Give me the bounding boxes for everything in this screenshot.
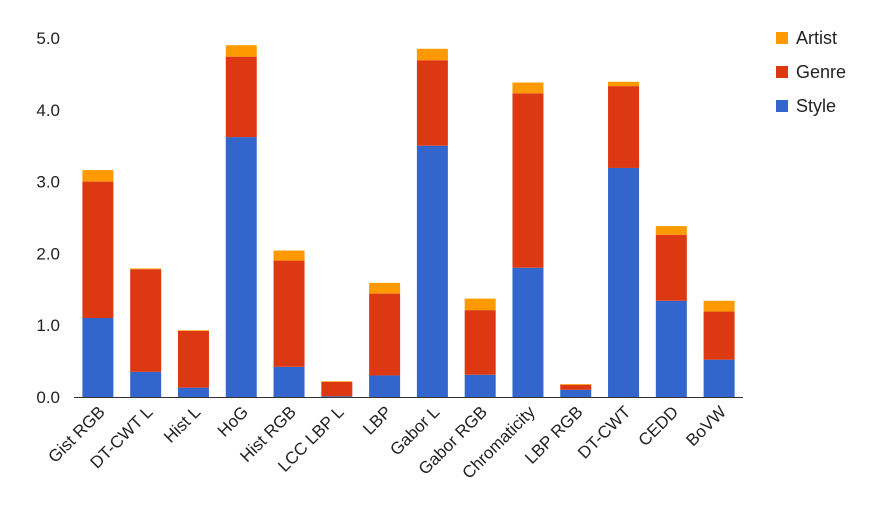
bar-segment-style — [321, 396, 353, 397]
bar-segment-style — [225, 137, 257, 397]
bar-segment-genre — [321, 381, 353, 397]
bar-segment-genre — [703, 311, 735, 360]
bar-segment-style — [416, 145, 448, 397]
bar-segment-genre — [608, 86, 640, 168]
bar-segment-style — [82, 318, 114, 397]
bar-segment-genre — [655, 234, 687, 301]
bar-segment-artist — [703, 300, 735, 312]
x-tick-label: BoVW — [682, 402, 730, 450]
bar-segment-genre — [273, 260, 305, 367]
y-tick-label: 3.0 — [36, 173, 60, 192]
bar-segment-artist — [82, 170, 114, 182]
bar-segment-style — [369, 375, 401, 397]
bar-segment-genre — [130, 269, 162, 372]
bar-segment-artist — [560, 384, 592, 385]
bar-segment-genre — [225, 56, 257, 138]
bar-segment-style — [273, 366, 305, 397]
bar-segment-style — [464, 374, 496, 397]
bar-segment-artist — [130, 268, 162, 270]
y-tick-label: 2.0 — [36, 244, 60, 263]
bar-segment-style — [703, 359, 735, 397]
bar-segment-genre — [177, 330, 209, 388]
x-tick-label: HoG — [214, 402, 252, 440]
bar-segment-artist — [273, 250, 305, 261]
bar-segment-style — [177, 387, 209, 397]
bar-segment-genre — [82, 181, 114, 319]
bar-segment-artist — [464, 298, 496, 311]
bar-segment-genre — [369, 293, 401, 376]
bar-segment-artist — [321, 381, 353, 382]
bar-segment-artist — [369, 282, 401, 294]
bar-segment-style — [608, 167, 640, 397]
bar-segment-style — [560, 389, 592, 397]
legend-label-style: Style — [796, 96, 836, 116]
legend: Artist Genre Style — [776, 28, 846, 116]
x-tick-label: Hist L — [160, 402, 204, 446]
bar-segment-genre — [416, 60, 448, 146]
y-tick-label: 4.0 — [36, 101, 60, 120]
y-axis-ticks: 0.0 1.0 2.0 3.0 4.0 5.0 — [36, 29, 60, 407]
y-tick-label: 0.0 — [36, 388, 60, 407]
x-tick-label: DT-CWT — [574, 402, 634, 462]
legend-swatch-artist — [776, 32, 788, 44]
y-tick-label: 5.0 — [36, 29, 60, 48]
bars — [82, 45, 735, 397]
legend-label-artist: Artist — [796, 28, 837, 48]
bar-segment-style — [130, 371, 162, 397]
bar-segment-genre — [560, 384, 592, 390]
legend-swatch-genre — [776, 66, 788, 78]
bar-segment-artist — [416, 48, 448, 61]
x-tick-label: CEDD — [635, 402, 682, 449]
legend-swatch-style — [776, 100, 788, 112]
bar-segment-genre — [512, 93, 544, 268]
bar-segment-artist — [608, 81, 640, 87]
bar-segment-genre — [464, 310, 496, 375]
bar-segment-artist — [225, 45, 257, 57]
legend-label-genre: Genre — [796, 62, 846, 82]
bar-segment-style — [512, 267, 544, 397]
bar-segment-artist — [512, 82, 544, 94]
bar-segment-artist — [177, 330, 209, 331]
bar-segment-style — [655, 300, 687, 397]
x-tick-label: LBP — [359, 402, 395, 438]
bar-segment-artist — [655, 226, 687, 235]
y-tick-label: 1.0 — [36, 316, 60, 335]
